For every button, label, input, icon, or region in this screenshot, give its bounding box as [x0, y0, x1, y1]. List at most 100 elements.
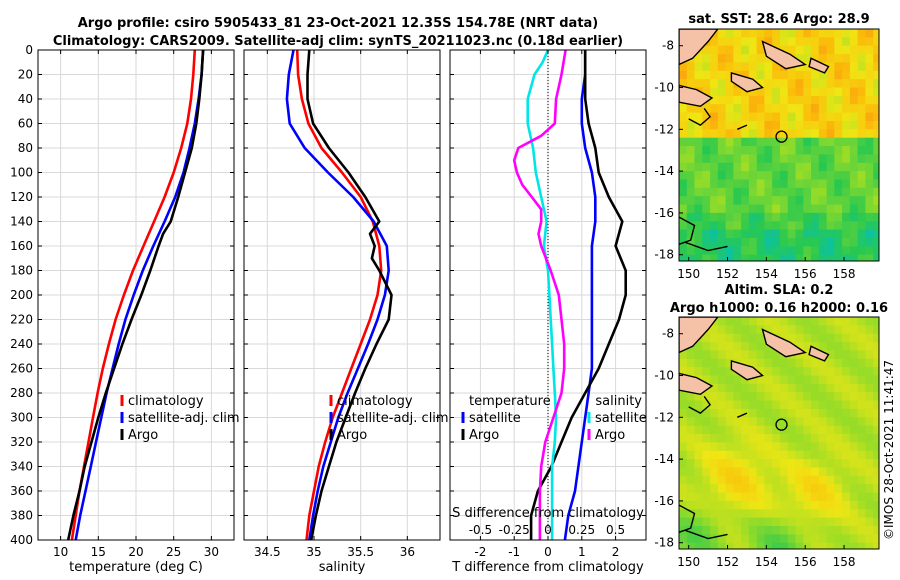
temperature-panel: 0 20 40 60 80 100 120 140 160 180 200 220 240 260 280 3…: [10, 43, 240, 575]
m2-lat-label: -8: [662, 327, 674, 341]
p3-xtick-label: -2: [474, 545, 486, 559]
depth-tick-label: 100: [10, 166, 33, 180]
salinity-xlabel: salinity: [319, 560, 366, 575]
p1-climatology-line: [70, 50, 197, 540]
m2-field: [679, 317, 879, 549]
depth-tick-label: 240: [10, 337, 33, 351]
p1-xtick-label: 25: [166, 545, 181, 559]
p3-xtick-label: 1: [578, 545, 586, 559]
m1-lat-label: -10: [654, 81, 674, 95]
m2-lat-label: -18: [654, 536, 674, 550]
p1-argo-line: [66, 50, 205, 540]
depth-tick-label: 20: [18, 68, 33, 82]
m2-coastline: [684, 529, 728, 540]
m1-lon-label: 156: [794, 267, 817, 281]
depth-tick-label: 400: [10, 533, 33, 547]
p1-xtick-label: 30: [204, 545, 219, 559]
p1-satellite-adj-clim-line: [74, 50, 205, 540]
legend-salinity-satellite-label: satellite: [595, 411, 647, 426]
salinity-diff-tick-label: 0.25: [568, 523, 595, 537]
m1-land: [761, 40, 807, 70]
m2-coastline: [688, 395, 712, 414]
p1-xtick-label: 20: [128, 545, 143, 559]
figure-title-line1: Argo profile: csiro 5905433_81 23-Oct-20…: [78, 16, 599, 31]
m2-lat-label: -12: [654, 410, 674, 424]
p1-legend-climatology-label: climatology: [128, 394, 204, 409]
p1-xtick-label: 15: [91, 545, 106, 559]
m1-lon-label: 150: [677, 267, 700, 281]
sst-map-frame: [678, 28, 880, 262]
difference-xlabel: T difference from climatology: [451, 560, 644, 575]
m1-land: [679, 29, 719, 66]
depth-tick-label: 0: [25, 43, 33, 57]
p3-xtick-label: -1: [508, 545, 520, 559]
difference-panel: -2 -1 0 1 2 -0.5 -0.25 0 0.25 0.5 T difference fr…: [449, 49, 647, 575]
depth-tick-label: 300: [10, 411, 33, 425]
depth-tick-label: 180: [10, 264, 33, 278]
p2-xtick-label: 34.5: [254, 545, 281, 559]
salinity-diff-tick-label: -0.5: [469, 523, 492, 537]
m1-lon-label: 154: [755, 267, 778, 281]
copyright-label: ©IMOS 28-Oct-2021 11:41:47: [882, 360, 896, 540]
m1-lat-label: -8: [662, 39, 674, 53]
m1-lat-label: -18: [654, 248, 674, 262]
p2-legend-argo-label: Argo: [337, 428, 367, 443]
m1-argo-marker: [775, 130, 788, 143]
sla-map-title-line1: Altim. SLA: 0.2: [725, 283, 834, 298]
sla-map-panel: Altim. SLA: 0.2 Argo h1000: 0.16 h2000: …: [654, 283, 888, 569]
p2-legend-satellite-adj-clim-label: satellite-adj. clim: [337, 411, 449, 426]
depth-tick-label: 80: [18, 141, 33, 155]
m2-land: [730, 359, 764, 381]
depth-tick-label: 120: [10, 190, 33, 204]
p2-xtick-label: 35.5: [347, 545, 374, 559]
legend-temperature-satellite-label: satellite: [469, 411, 521, 426]
salinity-panel: 34.5 35 35.5 36 salinity climatology satelli…: [243, 49, 449, 575]
difference-top-xlabel: S difference from climatology: [452, 506, 644, 521]
depth-tick-label: 340: [10, 460, 33, 474]
depth-tick-label: 60: [18, 117, 33, 131]
m1-lon-label: 158: [833, 267, 856, 281]
m2-lat-label: -10: [654, 369, 674, 383]
salinity-argo-diff-line: [512, 50, 567, 540]
depth-tick-label: 160: [10, 239, 33, 253]
m1-land: [679, 84, 714, 108]
figure-title-line2: Climatology: CARS2009. Satellite-adj cli…: [53, 34, 623, 49]
depth-tick-label: 360: [10, 484, 33, 498]
m2-land: [808, 345, 830, 362]
salinity-diff-tick-label: -0.25: [499, 523, 530, 537]
legend-temperature-argo-label: Argo: [469, 428, 499, 443]
m1-lat-label: -12: [654, 122, 674, 136]
p1-legend-argo-label: Argo: [128, 428, 158, 443]
p2-xtick-label: 35: [306, 545, 321, 559]
m2-lat-label: -14: [654, 452, 674, 466]
temperature-argo-diff-line: [529, 50, 628, 540]
m1-coastline: [737, 124, 748, 130]
p2-legend-climatology-label: climatology: [337, 394, 413, 409]
depth-tick-label: 220: [10, 313, 33, 327]
m2-lon-label: 158: [833, 555, 856, 569]
m1-coastline: [684, 241, 728, 252]
legend-salinity-title: salinity: [595, 394, 642, 409]
temperature-xlabel: temperature (deg C): [69, 560, 203, 575]
depth-tick-label: 40: [18, 92, 33, 106]
m2-lon-label: 156: [794, 555, 817, 569]
salinity-satellite-diff-line: [526, 50, 558, 540]
m2-land: [679, 372, 714, 396]
m2-lon-label: 150: [677, 555, 700, 569]
p2-argo-line: [306, 50, 393, 540]
m2-lon-label: 152: [716, 555, 739, 569]
depth-tick-label: 380: [10, 509, 33, 523]
p2-xtick-label: 36: [400, 545, 415, 559]
salinity-diff-tick-label: 0: [544, 523, 552, 537]
m1-coastline: [688, 107, 712, 126]
sst-map-panel: sat. SST: 28.6 Argo: 28.9 150 152 154 156 15…: [654, 12, 880, 281]
m2-coastline: [737, 412, 748, 418]
m2-land: [761, 328, 807, 358]
depth-tick-label: 320: [10, 435, 33, 449]
p2-satellite-adj-clim-line: [285, 50, 391, 540]
depth-tick-label: 200: [10, 288, 33, 302]
sla-map-frame: [678, 316, 880, 550]
sst-map-title: sat. SST: 28.6 Argo: 28.9: [688, 12, 869, 27]
depth-tick-label: 280: [10, 386, 33, 400]
